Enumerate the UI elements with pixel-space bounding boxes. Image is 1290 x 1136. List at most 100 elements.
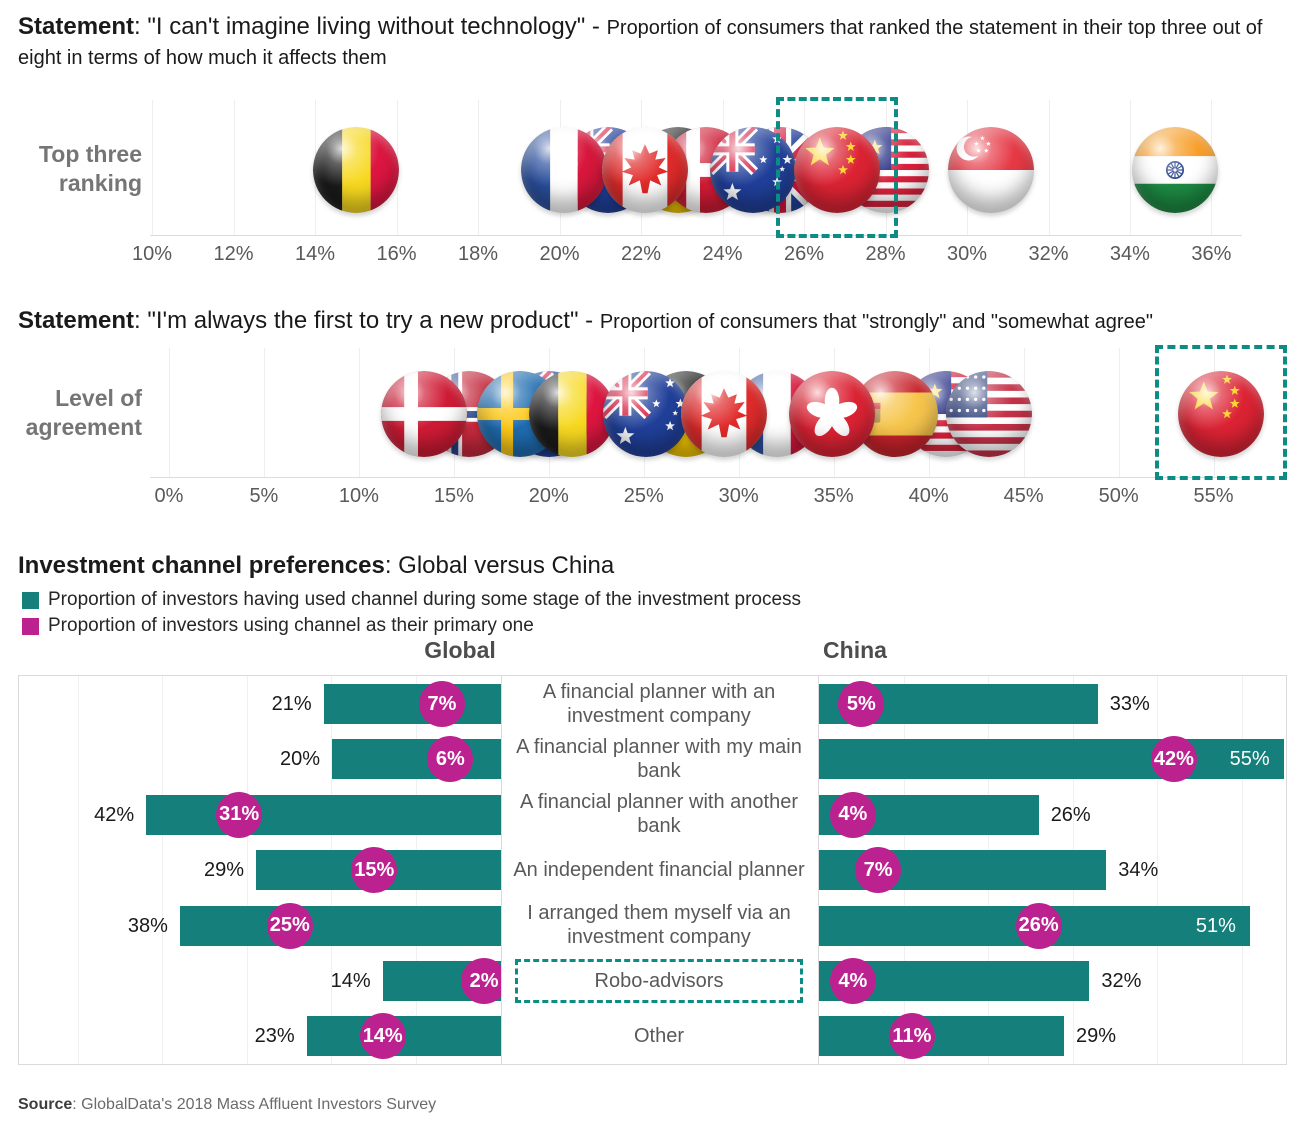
- legend-label-primary: Proportion of investors using channel as…: [48, 615, 534, 636]
- used-value-label: 42%: [94, 803, 135, 826]
- statement2-title: Statement: "I'm always the first to try …: [18, 306, 1280, 336]
- axis-tick-label: 36%: [1191, 243, 1232, 265]
- category-label-6: Other: [633, 1025, 685, 1048]
- chart-level-of-agreement: Level of agreement 0% 5% 10% 15% 20% 25% 30% 35…: [0, 345, 1290, 528]
- source-note-bold: Source: [18, 1096, 73, 1113]
- global-panel: 21% 7% 20% 6% 42% 31% 29% 15% 38% 25% 14% 2% 23% 14%: [18, 675, 502, 1065]
- gridline: [1118, 348, 1120, 477]
- robo-advisors-highlight-box: Robo-advisors: [515, 958, 803, 1003]
- axis-tick-label: 30%: [718, 485, 759, 507]
- global-row-6: 23% 14%: [19, 1008, 501, 1063]
- statement1-title-sub: Proportion of consumers that ranked the …: [18, 17, 1263, 69]
- gridline: [162, 676, 163, 1064]
- china-row-4: 51% 26%: [819, 898, 1286, 953]
- statement2-title-sub: Proportion of consumers that "strongly" …: [599, 311, 1153, 333]
- china-row-6: 29% 11%: [819, 1008, 1286, 1063]
- used-value-label: 29%: [203, 859, 244, 882]
- legend-item-primary: Proportion of investors using channel as…: [22, 613, 801, 639]
- primary-value-badge: 7%: [855, 847, 902, 894]
- plot-area-2: 0% 5% 10% 15% 20% 25% 30% 35% 40% 45% 50% 55%: [150, 345, 1288, 507]
- category-labels: A financial planner with an investment c…: [500, 675, 818, 1065]
- flag-china: [793, 127, 880, 213]
- gridline: [77, 676, 79, 1064]
- axis-tick-label: 15%: [433, 485, 474, 507]
- flag-united-states: [946, 371, 1033, 457]
- used-bar: [819, 739, 1284, 780]
- investment-preferences-title-bold: Investment channel preferences: [18, 552, 385, 579]
- category-label-3: An independent financial planner: [513, 858, 805, 881]
- used-value-label: 33%: [1109, 693, 1150, 715]
- china-row-1: 55% 42%: [819, 731, 1286, 786]
- axis-tick-label: 35%: [813, 485, 854, 507]
- axis-tick-label: 45%: [1003, 485, 1044, 507]
- legend-swatch-magenta: [22, 617, 39, 635]
- axis-tick-label: 34%: [1109, 243, 1150, 265]
- flag-belgium: [312, 127, 399, 213]
- gridline: [246, 676, 248, 1064]
- flag-india: [1131, 127, 1218, 213]
- axis-tick-label: 30%: [946, 243, 988, 265]
- statement1-title-main: : "I can't imagine living without techno…: [134, 13, 607, 40]
- gridline: [358, 348, 360, 477]
- used-value-label: 14%: [330, 970, 371, 992]
- flag-canada: [602, 127, 689, 213]
- source-note: Source: GlobalData's 2018 Mass Affluent …: [18, 1096, 436, 1114]
- gridline: [1157, 676, 1158, 1064]
- china-row-2: 26% 4%: [819, 787, 1286, 842]
- primary-value-badge: 5%: [838, 681, 885, 727]
- axis-tick-label: 5%: [249, 485, 279, 507]
- gridline: [169, 348, 170, 477]
- china-row-0: 33% 5%: [819, 676, 1286, 731]
- used-bar: [146, 794, 501, 835]
- used-value-label: 51%: [1195, 914, 1236, 937]
- axis-tick-label: 10%: [338, 485, 379, 507]
- primary-value-badge: 7%: [418, 681, 465, 727]
- category-label-2: A financial planner with another bank: [520, 791, 798, 838]
- axis-tick-label: 50%: [1098, 485, 1139, 507]
- used-value-label: 21%: [271, 693, 312, 715]
- china-row-3: 34% 7%: [819, 842, 1286, 897]
- flag-france: [520, 127, 607, 213]
- axis-tick-label: 24%: [702, 243, 743, 265]
- china-row-5: 32% 4%: [819, 953, 1286, 1008]
- used-value-label: 20%: [279, 748, 320, 771]
- statement1-title: Statement: "I can't imagine living witho…: [18, 12, 1280, 72]
- flag-hong-kong: [788, 371, 875, 457]
- category-label-1: A financial planner with my main bank: [516, 736, 802, 783]
- legend-swatch-teal: [22, 591, 39, 609]
- global-row-0: 21% 7%: [19, 676, 501, 731]
- used-value-label: 29%: [1076, 1025, 1117, 1048]
- row-label-top-three-ranking: Top three ranking: [38, 141, 142, 196]
- row-label-level-of-agreement: Level of agreement: [25, 385, 142, 440]
- used-value-label: 26%: [1050, 803, 1091, 826]
- plot-area-1: 10% 12% 14% 16% 18% 20% 22% 24% 26% 28% 30% 32% 34% 3…: [132, 97, 1242, 265]
- axis-tick-label: 28%: [865, 243, 906, 265]
- used-bar: [332, 739, 501, 780]
- flag-australia: [602, 371, 689, 457]
- flag-singapore: [948, 127, 1035, 213]
- flag-canada: [680, 371, 767, 457]
- gridline: [1129, 100, 1131, 235]
- statement2-title-main: : "I'm always the first to try a new pro…: [134, 307, 600, 334]
- axis-tick-label: 32%: [1028, 243, 1069, 265]
- primary-value-badge: 14%: [359, 1013, 406, 1060]
- primary-value-badge: 4%: [829, 791, 876, 838]
- category-label-5: Robo-advisors: [500, 953, 818, 1008]
- used-bar: [323, 684, 501, 724]
- primary-value-badge: 31%: [216, 791, 263, 838]
- legend-item-used: Proportion of investors having used chan…: [22, 587, 801, 613]
- used-value-label: 23%: [254, 1025, 295, 1048]
- used-bar: [819, 1016, 1064, 1057]
- investment-preferences-title-main: : Global versus China: [384, 552, 615, 579]
- global-row-3: 29% 15%: [19, 842, 501, 897]
- global-row-1: 20% 6%: [19, 731, 501, 786]
- axis-tick-label: 18%: [457, 243, 499, 265]
- chart-top-three-ranking: Top three ranking 10% 12% 14% 16% 18% 20% 22% 2…: [0, 97, 1290, 280]
- gridline: [233, 100, 235, 235]
- global-row-2: 42% 31%: [19, 787, 501, 842]
- axis-tick-label: 12%: [213, 243, 254, 265]
- used-bar: [179, 905, 501, 946]
- axis-tick-label: 25%: [623, 485, 664, 507]
- china-highlight-box: [775, 97, 898, 238]
